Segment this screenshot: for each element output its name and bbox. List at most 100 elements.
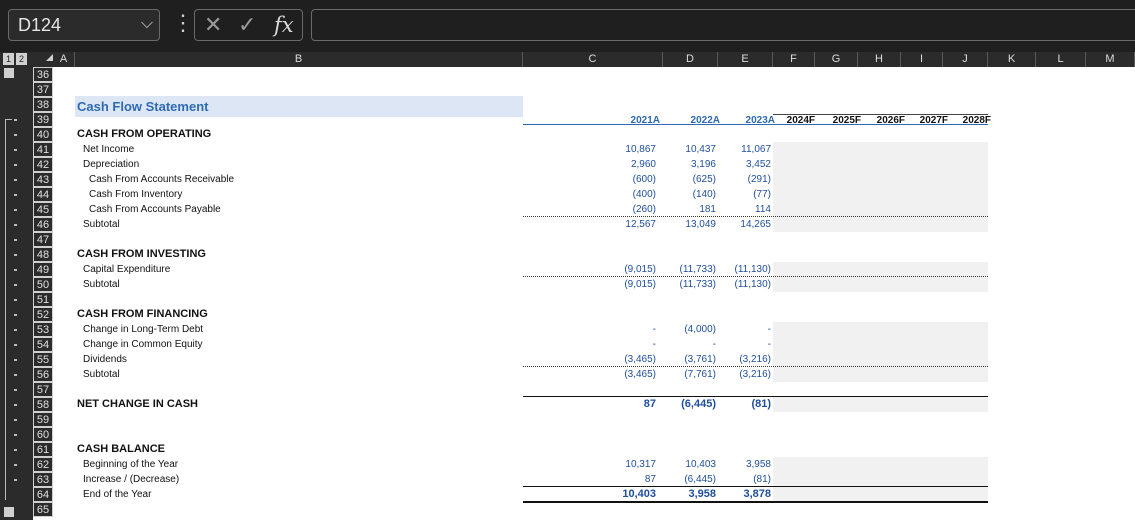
line-label: Cash From Inventory — [89, 189, 183, 200]
line-value: 3,958 — [745, 459, 771, 470]
outline-gutter — [0, 67, 33, 520]
outline-collapse-icon[interactable] — [4, 68, 14, 78]
line-value: - — [767, 324, 771, 335]
line-value: 10,437 — [685, 144, 716, 155]
row-header-49[interactable]: 49 — [33, 262, 53, 277]
line-value: 10,403 — [685, 459, 716, 470]
line-value: (400) — [632, 189, 656, 200]
row-header-43[interactable]: 43 — [33, 172, 53, 187]
row-header-58[interactable]: 58 — [33, 397, 53, 412]
column-header-l[interactable]: L — [1036, 52, 1086, 67]
outline-dot — [14, 239, 17, 241]
row-header-48[interactable]: 48 — [33, 247, 53, 262]
outline-dot — [14, 179, 17, 181]
year-header: 2024F — [786, 115, 815, 126]
line-value: - — [767, 339, 771, 350]
subtotal-dotted-line — [523, 216, 988, 217]
outline-dot — [14, 299, 17, 301]
year-header: 2023A — [745, 115, 775, 126]
name-box[interactable]: D124 ⌵ — [8, 9, 160, 41]
row-header-52[interactable]: 52 — [33, 307, 53, 322]
outline-collapse-icon[interactable] — [4, 507, 14, 517]
row-header-63[interactable]: 63 — [33, 472, 53, 487]
subtotal-dotted-line — [523, 366, 988, 367]
insert-function-icon[interactable]: fx — [274, 13, 294, 37]
row-header-37[interactable]: 37 — [33, 82, 53, 97]
row-header-50[interactable]: 50 — [33, 277, 53, 292]
outline-level-1-button[interactable]: 1 — [3, 53, 14, 65]
more-options-icon[interactable]: ⋮ — [172, 10, 194, 35]
row-header-60[interactable]: 60 — [33, 427, 53, 442]
line-value: 114 — [755, 204, 771, 215]
row-header-46[interactable]: 46 — [33, 217, 53, 232]
row-header-59[interactable]: 59 — [33, 412, 53, 427]
column-header-k[interactable]: K — [988, 52, 1036, 67]
worksheet-grid[interactable]: Cash Flow Statement 2021A 2022A 2023A 2024F 2… — [53, 67, 1135, 520]
row-header-61[interactable]: 61 — [33, 442, 53, 457]
row-header-55[interactable]: 55 — [33, 352, 53, 367]
line-value: (9,015) — [624, 279, 656, 290]
row-header-56[interactable]: 56 — [33, 367, 53, 382]
forecast-shaded-block — [773, 142, 988, 232]
line-value: - — [712, 339, 716, 350]
row-header-47[interactable]: 47 — [33, 232, 53, 247]
row-header-64[interactable]: 64 — [33, 487, 53, 502]
line-value: (9,015) — [624, 264, 656, 275]
year-header: 2025F — [832, 115, 861, 126]
select-all-icon[interactable] — [46, 54, 53, 61]
line-value: 3,196 — [690, 159, 716, 170]
row-header-57[interactable]: 57 — [33, 382, 53, 397]
column-header-f[interactable]: F — [773, 52, 815, 67]
row-header-65[interactable]: 65 — [33, 502, 53, 517]
row-header-62[interactable]: 62 — [33, 457, 53, 472]
column-header-i[interactable]: I — [901, 52, 943, 67]
column-header-j[interactable]: J — [943, 52, 988, 67]
column-header-d[interactable]: D — [663, 52, 718, 67]
row-header-51[interactable]: 51 — [33, 292, 53, 307]
row-header-42[interactable]: 42 — [33, 157, 53, 172]
row-header-54[interactable]: 54 — [33, 337, 53, 352]
column-header-g[interactable]: G — [815, 52, 858, 67]
line-value: (3,465) — [624, 369, 656, 380]
formula-bar: D124 ⌵ ⋮ ✕ ✓ fx — [0, 0, 1135, 52]
row-header-36[interactable]: 36 — [33, 67, 53, 82]
line-label: Beginning of the Year — [83, 459, 179, 470]
outline-dot — [14, 284, 17, 286]
line-label: Capital Expenditure — [83, 264, 171, 275]
outline-dot — [14, 149, 17, 151]
section-header: NET CHANGE IN CASH — [77, 398, 199, 410]
row-header-45[interactable]: 45 — [33, 202, 53, 217]
cancel-icon[interactable]: ✕ — [204, 12, 223, 37]
outline-level-2-button[interactable]: 2 — [16, 53, 27, 65]
line-label: Change in Long-Term Debt — [83, 324, 204, 335]
line-value: (11,130) — [734, 279, 771, 290]
line-value: - — [652, 339, 656, 350]
total-line — [523, 396, 988, 397]
column-header-m[interactable]: M — [1086, 52, 1135, 67]
row-header-41[interactable]: 41 — [33, 142, 53, 157]
enter-icon[interactable]: ✓ — [238, 12, 257, 37]
row-header-53[interactable]: 53 — [33, 322, 53, 337]
formula-input[interactable] — [311, 9, 1135, 41]
column-header-b[interactable]: B — [75, 52, 523, 67]
sheet-title-bar — [75, 96, 523, 117]
column-header-h[interactable]: H — [858, 52, 901, 67]
outline-bracket — [5, 119, 12, 500]
outline-dot — [14, 359, 17, 361]
line-label: Subtotal — [83, 219, 120, 230]
row-header-39[interactable]: 39 — [33, 112, 53, 127]
row-header-44[interactable]: 44 — [33, 187, 53, 202]
section-header: CASH FROM OPERATING — [77, 128, 212, 140]
column-header-a[interactable]: A — [53, 52, 75, 67]
line-label: End of the Year — [83, 489, 152, 500]
column-header-e[interactable]: E — [718, 52, 773, 67]
line-value: (140) — [692, 189, 716, 200]
outline-dot — [14, 119, 17, 121]
year-header: 2022A — [690, 115, 720, 126]
chevron-down-icon[interactable]: ⌵ — [140, 15, 153, 32]
row-header-40[interactable]: 40 — [33, 127, 53, 142]
line-value: (4,000) — [684, 324, 716, 335]
row-header-38[interactable]: 38 — [33, 97, 53, 112]
column-header-c[interactable]: C — [523, 52, 663, 67]
